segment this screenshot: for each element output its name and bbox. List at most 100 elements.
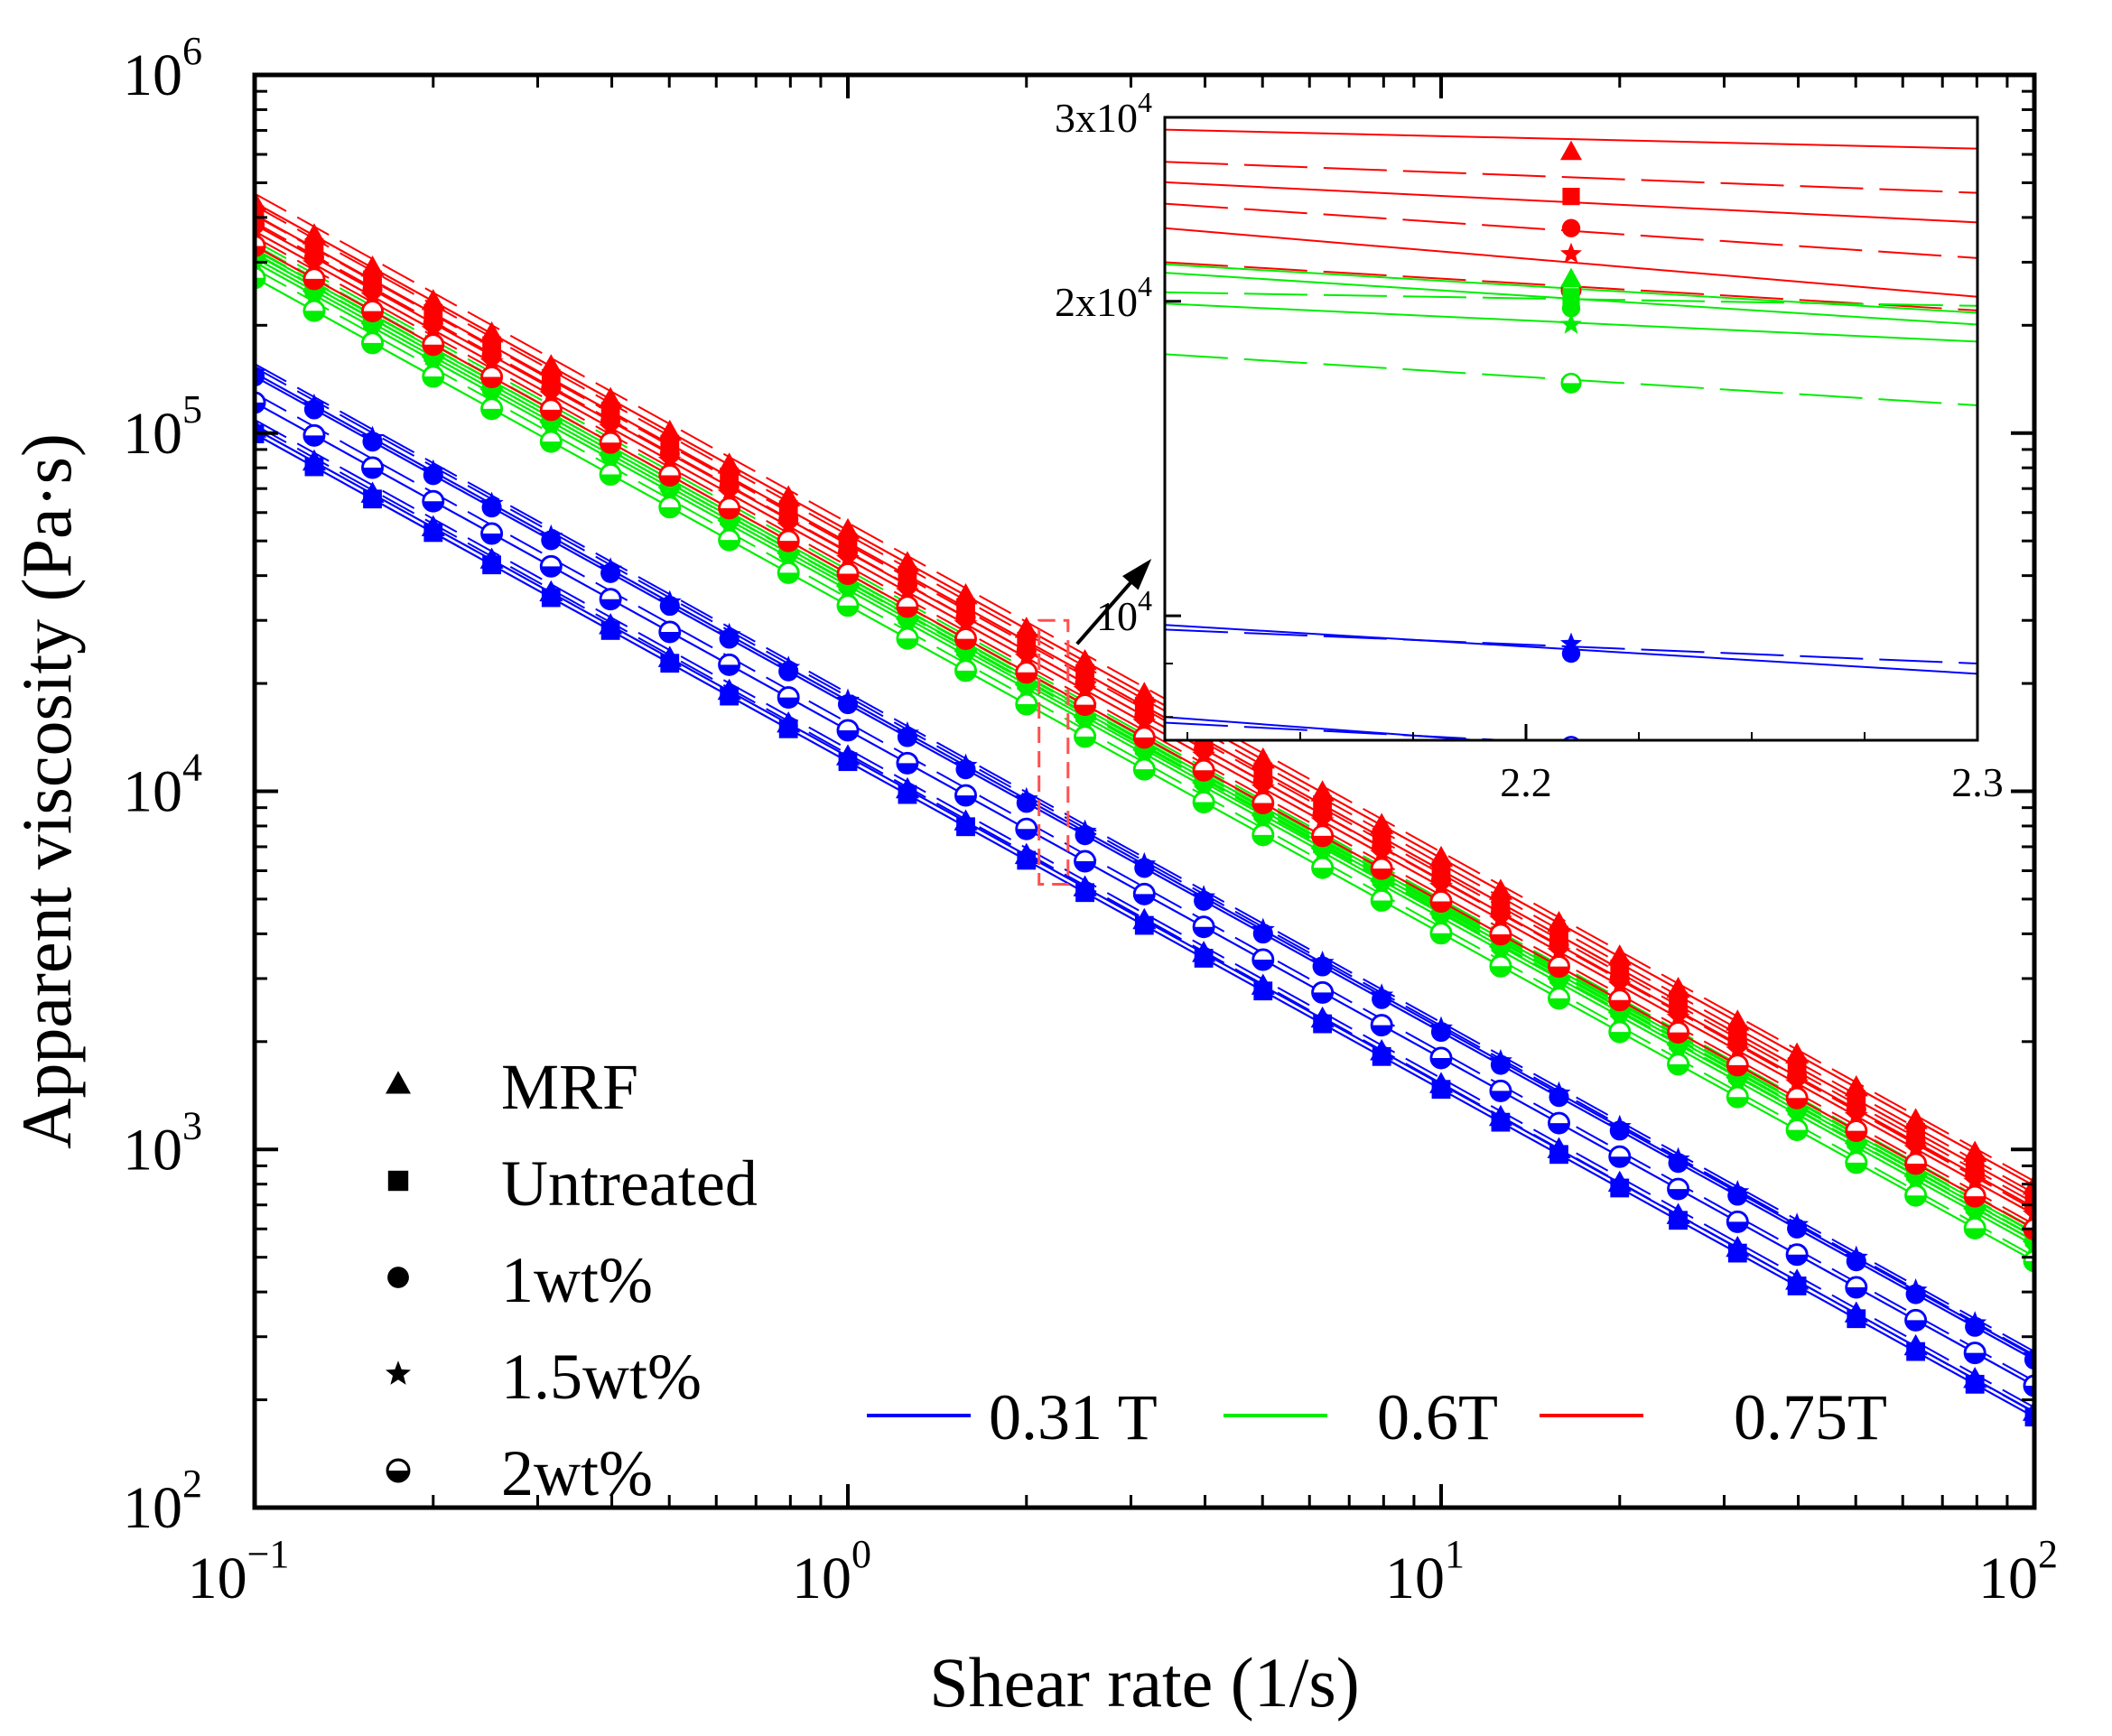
data-point [1429, 1046, 1453, 1070]
data-point [1489, 923, 1512, 946]
legend-marker-2wt [386, 1458, 411, 1483]
data-point [1785, 1071, 1810, 1094]
data-point [1313, 1014, 1333, 1034]
data-point [1017, 850, 1037, 870]
data-point [1192, 774, 1216, 797]
data-point [896, 580, 919, 602]
data-point [1429, 905, 1453, 928]
data-point [1251, 948, 1275, 971]
data-point [836, 719, 860, 742]
data-point [1666, 1035, 1690, 1059]
data-point [599, 463, 622, 487]
data-point [539, 383, 563, 405]
legend-label: 1wt% [501, 1244, 653, 1316]
data-point [1132, 710, 1157, 733]
data-point [421, 317, 445, 340]
data-point [1370, 857, 1393, 880]
data-point [1667, 1053, 1690, 1076]
data-point [836, 562, 860, 585]
data-point [896, 595, 919, 618]
data-point [1192, 758, 1215, 782]
data-point [718, 528, 741, 552]
data-point [1192, 743, 1216, 766]
data-point [1429, 1016, 1453, 1039]
data-point [717, 622, 741, 645]
inset-plot: 2.2 2.3 3x104 2x104 104 [1055, 86, 2004, 820]
data-point [1667, 1177, 1690, 1201]
inset-data-point [1560, 312, 1582, 334]
data-point [1963, 1169, 1987, 1192]
data-point [717, 481, 741, 504]
data-point [360, 425, 385, 449]
data-point [1669, 1211, 1688, 1230]
y-tick-label: 104 [123, 746, 202, 825]
inset-data-point [1561, 218, 1581, 237]
data-point [1845, 1276, 1868, 1299]
inset-y-tick-label: 2x104 [1055, 270, 1152, 325]
data-point [1251, 917, 1275, 941]
data-point [361, 300, 384, 323]
data-point [361, 331, 384, 355]
data-point [1311, 980, 1335, 1004]
data-point [1073, 708, 1097, 731]
data-point [1074, 693, 1097, 717]
legend: MRF Untreated 1wt% 1.5wt% 2wt% 0.31 T 0.6T 0.75… [386, 1051, 1887, 1509]
data-point [1547, 1081, 1571, 1104]
x-tick-label: 10−1 [188, 1532, 290, 1611]
data-point [718, 653, 741, 676]
data-point [1549, 1145, 1568, 1165]
inset-fit-line [1165, 721, 1521, 740]
data-point [1607, 1114, 1632, 1137]
inset-data-point [1560, 800, 1582, 820]
data-point [898, 784, 917, 804]
y-axis-title: Apparent viscosity (Pa·s) [7, 433, 86, 1149]
data-point [777, 561, 800, 584]
data-point [1548, 1111, 1570, 1135]
data-point [1251, 792, 1275, 815]
data-point [1906, 1341, 1926, 1361]
data-point [539, 430, 563, 453]
data-point [1547, 970, 1571, 993]
data-point [482, 555, 501, 575]
series-1 [255, 423, 2034, 1427]
data-point [954, 784, 977, 807]
series-4 [255, 391, 2034, 1397]
data-point [302, 393, 326, 416]
data-point [1253, 981, 1273, 1001]
data-point [1073, 677, 1097, 701]
y-tick-label: 102 [123, 1462, 202, 1541]
data-point [1491, 1112, 1511, 1132]
series-9 [255, 266, 2034, 1273]
data-point [1608, 1020, 1632, 1044]
data-point [539, 398, 563, 422]
data-point [1074, 725, 1097, 748]
data-point [423, 523, 443, 543]
data-point [1727, 1243, 1747, 1263]
data-point [896, 627, 919, 650]
data-point [1014, 645, 1038, 668]
x-tick-label: 102 [1978, 1532, 2058, 1611]
data-point [1192, 885, 1216, 907]
data-point [480, 522, 504, 545]
data-point [1074, 849, 1097, 873]
data-point [836, 546, 860, 570]
data-point [720, 686, 740, 706]
data-point [1666, 1005, 1690, 1028]
data-point [1726, 1210, 1749, 1233]
main-axes: 10−1 100 101 102 102 103 104 105 106 Shear rate (… [7, 29, 2058, 1722]
data-point [1194, 949, 1214, 968]
data-point [421, 459, 445, 482]
data-point [600, 621, 620, 640]
data-point [422, 333, 445, 357]
data-point [1014, 786, 1038, 810]
data-point [1372, 1046, 1391, 1066]
data-point [660, 654, 680, 673]
data-point [1785, 1243, 1809, 1267]
data-point [599, 588, 622, 611]
data-point [1608, 989, 1632, 1012]
data-point [1845, 1119, 1868, 1143]
data-point [1963, 1216, 1986, 1239]
data-point [255, 360, 266, 384]
data-point [954, 611, 978, 635]
data-point [1785, 1119, 1809, 1142]
